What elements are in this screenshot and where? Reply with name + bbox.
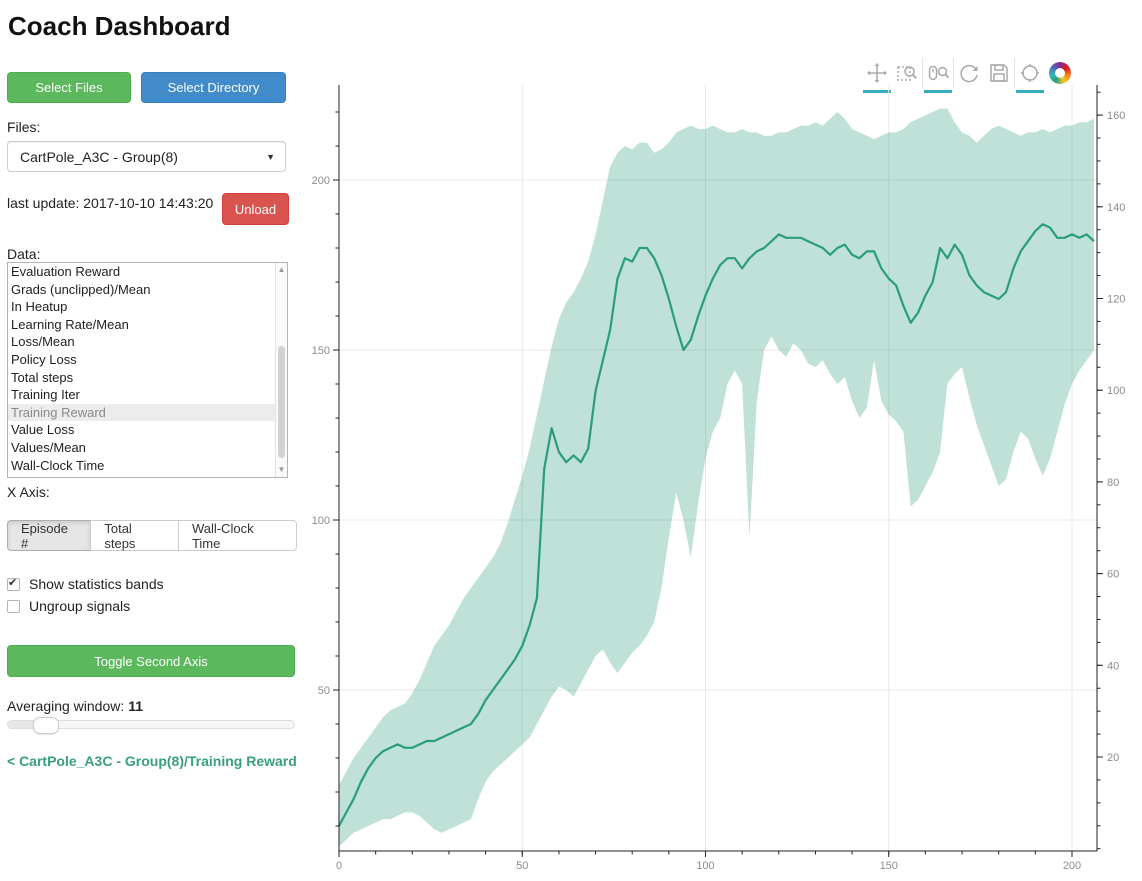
training-reward-plot[interactable]: 50 100 150 200 0 50 100 150 200 20 40 60 80 100 120 140… (300, 55, 1142, 881)
last-update-text: last update: 2017-10-10 14:43:20 (7, 195, 214, 211)
x-axis-option-episode-[interactable]: Episode # (7, 520, 92, 551)
tick-label: 200 (312, 175, 330, 187)
pan-tool-icon[interactable] (862, 58, 892, 93)
tick-label: 140 (1107, 202, 1125, 214)
scroll-down-icon[interactable]: ▼ (277, 465, 286, 474)
tick-label: 120 (1107, 294, 1125, 306)
averaging-window-row: Averaging window: 11 (7, 698, 143, 714)
save-tool-icon[interactable] (984, 58, 1014, 88)
data-list-item[interactable]: Training Iter (11, 387, 80, 403)
data-list-item[interactable]: Evaluation Reward (11, 264, 121, 279)
tick-label: 50 (318, 685, 330, 697)
data-list-item[interactable]: Values/Mean (11, 439, 86, 455)
averaging-window-value: 11 (128, 698, 144, 714)
tick-label: 150 (312, 345, 330, 357)
bokeh-logo (1049, 62, 1071, 84)
tick-label: 100 (312, 515, 330, 527)
x-axis-option-total-steps[interactable]: Total steps (90, 520, 179, 551)
hover-tool-icon[interactable] (1014, 58, 1045, 93)
files-dropdown-value: CartPole_A3C - Group(8) (20, 148, 178, 165)
dropdown-caret-icon: ▼ (266, 151, 275, 162)
tick-label: 80 (1107, 477, 1119, 489)
data-list-item[interactable]: Training Reward (8, 403, 287, 422)
page-title: Coach Dashboard (8, 11, 231, 42)
checkbox-row: Ungroup signals (7, 598, 130, 614)
wheel-zoom-tool-icon[interactable] (922, 58, 953, 93)
checkbox-label: Show statistics bands (29, 576, 164, 592)
checkbox-label: Ungroup signals (29, 598, 131, 614)
checkbox-checked[interactable] (7, 576, 20, 591)
data-list-item[interactable]: Value Loss (11, 422, 75, 438)
reset-tool-icon[interactable] (953, 58, 984, 88)
tick-label: 150 (880, 860, 898, 872)
select-directory-button[interactable]: Select Directory (141, 72, 286, 103)
listbox-scrollbar[interactable]: ▲ ▼ (275, 263, 287, 477)
plot-toolbar (862, 56, 1075, 93)
files-dropdown[interactable]: CartPole_A3C - Group(8) ▼ (7, 141, 286, 172)
data-list-item[interactable]: Learning Rate/Mean (11, 316, 129, 332)
scrollbar-thumb[interactable] (278, 346, 285, 458)
tick-label: 40 (1107, 660, 1119, 672)
checkbox-row: Show statistics bands (7, 576, 164, 592)
x-axis-option-wall-clock-time[interactable]: Wall-Clock Time (177, 520, 297, 551)
data-list-item[interactable]: Wall-Clock Time (11, 457, 105, 473)
data-list-item[interactable]: Policy Loss (11, 351, 77, 367)
box-zoom-tool-icon[interactable] (892, 58, 922, 88)
data-label: Data: (7, 246, 41, 262)
tick-label: 200 (1063, 860, 1081, 872)
tick-label: 100 (696, 860, 714, 872)
data-list-item[interactable]: Grads (unclipped)/Mean (11, 281, 151, 297)
x-axis-label: X Axis: (7, 484, 50, 500)
scroll-up-icon[interactable]: ▲ (277, 265, 286, 274)
toggle-second-axis-button[interactable]: Toggle Second Axis (7, 645, 295, 677)
signal-breadcrumb-link[interactable]: < CartPole_A3C - Group(8)/Training Rewar… (7, 753, 297, 769)
unload-button[interactable]: Unload (222, 193, 289, 225)
averaging-window-label: Averaging window: (7, 698, 125, 714)
bokeh-logo-icon[interactable] (1045, 58, 1075, 88)
averaging-window-slider[interactable] (7, 717, 295, 734)
tick-label: 50 (516, 860, 528, 872)
data-list-item[interactable]: Total steps (11, 369, 74, 385)
tick-label: 60 (1107, 569, 1119, 581)
data-list-item[interactable]: Loss/Mean (11, 334, 75, 350)
slider-track[interactable] (7, 720, 295, 729)
checkbox-unchecked[interactable] (7, 599, 20, 613)
slider-fill (8, 721, 38, 728)
x-axis-toggle-group: Episode # Total steps Wall-Clock Time (7, 520, 297, 551)
select-files-button[interactable]: Select Files (7, 72, 131, 103)
data-list-item[interactable]: In Heatup (11, 299, 68, 315)
tick-label: 100 (1107, 385, 1125, 397)
tick-label: 0 (336, 860, 342, 872)
data-signal-listbox[interactable]: Evaluation Reward Grads (unclipped)/Mean I… (7, 262, 288, 478)
tick-label: 20 (1107, 752, 1119, 764)
tick-label: 160 (1107, 110, 1125, 122)
slider-handle[interactable] (33, 717, 59, 734)
training-reward-line (338, 223, 1095, 827)
statistics-band (339, 108, 1094, 847)
files-label: Files: (7, 119, 41, 135)
